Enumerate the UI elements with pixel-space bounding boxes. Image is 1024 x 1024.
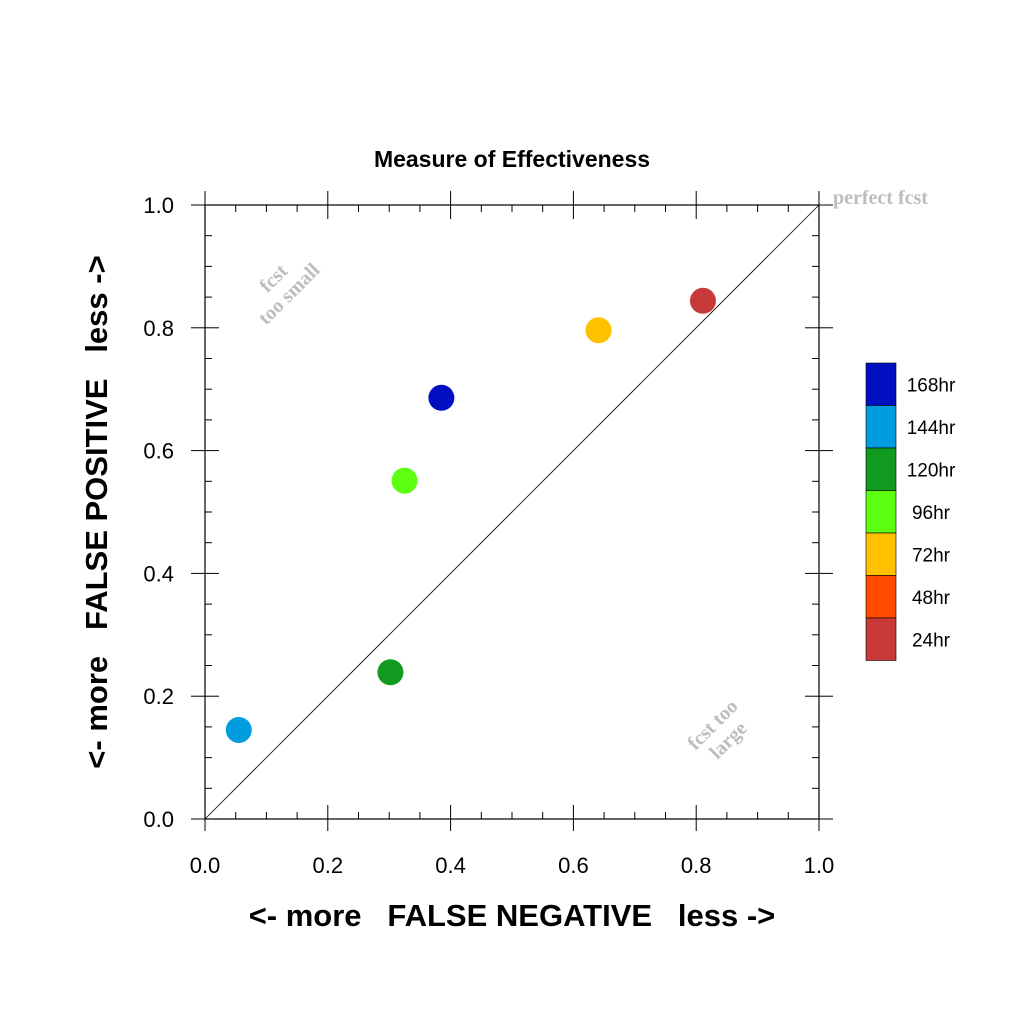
y-axis-label: <- more FALSE POSITIVE less -> <box>79 255 114 768</box>
y-tick-label: 0.8 <box>143 316 174 341</box>
legend-swatch-24hr <box>865 617 897 661</box>
diagonal-line <box>204 204 820 820</box>
legend-swatch-96hr <box>865 490 897 534</box>
data-point-24hr <box>689 287 716 314</box>
legend-swatch-48hr <box>865 575 897 619</box>
legend-label-144hr: 144hr <box>907 418 956 439</box>
legend-swatch-72hr <box>865 532 897 576</box>
legend-label-24hr: 24hr <box>912 630 951 651</box>
data-point-120hr <box>377 659 404 686</box>
x-axis-label: <- more FALSE NEGATIVE less -> <box>249 898 776 933</box>
y-tick-label: 0.4 <box>143 561 174 586</box>
x-tick-label: 0.8 <box>681 853 712 878</box>
x-tick-label: 0.0 <box>190 853 221 878</box>
legend-label-48hr: 48hr <box>912 588 951 609</box>
legend-label-120hr: 120hr <box>907 460 956 481</box>
annotation-too-small-line2: too small <box>254 259 324 329</box>
legend-label-168hr: 168hr <box>907 375 956 396</box>
y-tick-label: 1.0 <box>143 193 174 218</box>
data-points <box>225 287 716 743</box>
x-tick-label: 1.0 <box>804 853 835 878</box>
annotation-perfect-fcst: perfect fcst <box>833 187 928 209</box>
data-point-96hr <box>391 467 418 494</box>
legend-swatch-144hr <box>865 405 897 449</box>
legend: 168hr 144hr 120hr 96hr 72hr 48hr 24hr <box>865 362 956 661</box>
x-tick-label: 0.6 <box>558 853 589 878</box>
annotation-too-large: fcst too large <box>683 695 751 763</box>
annotation-too-small: fcst too small <box>254 259 324 329</box>
x-tick-label: 0.4 <box>435 853 466 878</box>
y-tick-label: 0.0 <box>143 807 174 832</box>
y-tick-label: 0.6 <box>143 439 174 464</box>
data-point-144hr <box>225 716 252 743</box>
legend-swatch-120hr <box>865 447 897 491</box>
x-tick-label: 0.2 <box>313 853 344 878</box>
plot-area: 0.0 0.2 0.4 0.6 0.8 1.0 0.0 0.2 0.4 0.6 0.8 1.0 <box>143 191 834 878</box>
data-point-72hr <box>585 317 612 344</box>
chart-title: Measure of Effectiveness <box>374 146 650 172</box>
legend-swatch-168hr <box>865 362 897 406</box>
y-tick-label: 0.2 <box>143 684 174 709</box>
legend-label-72hr: 72hr <box>912 545 951 566</box>
legend-label-96hr: 96hr <box>912 503 951 524</box>
data-point-168hr <box>428 384 455 411</box>
